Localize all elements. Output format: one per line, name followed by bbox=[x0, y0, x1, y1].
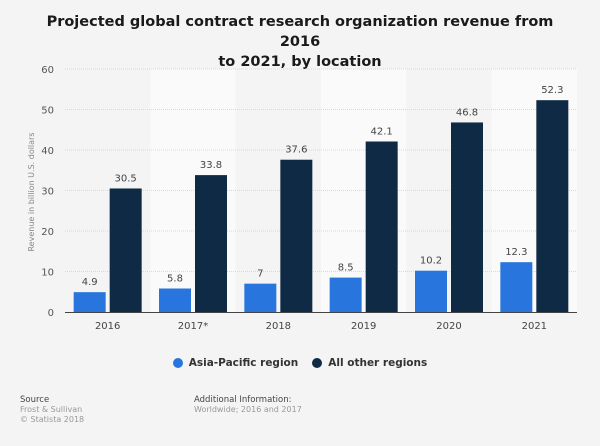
data-label: 8.5 bbox=[338, 263, 354, 274]
gridlines bbox=[65, 68, 577, 272]
bar[interactable] bbox=[244, 283, 277, 312]
bar-chart: 0 10 20 30 40 50 60 Revenue in billion U.S. do… bbox=[27, 65, 577, 332]
bar[interactable] bbox=[500, 262, 533, 312]
source-block: Source Frost & Sullivan © Statista 2018 bbox=[20, 395, 84, 425]
legend-item-all-other[interactable]: All other regions bbox=[312, 357, 427, 369]
x-tick-label: 2021 bbox=[522, 321, 547, 332]
additional-info-block: Additional Information: Worldwide; 2016 … bbox=[194, 395, 302, 415]
data-label: 7 bbox=[257, 269, 263, 280]
legend-marker-all-other bbox=[312, 358, 323, 368]
x-tick-label: 2019 bbox=[351, 321, 376, 332]
additional-info-text: Worldwide; 2016 and 2017 bbox=[194, 405, 302, 414]
data-label: 33.8 bbox=[200, 160, 222, 171]
bar[interactable] bbox=[536, 100, 569, 312]
data-label: 52.3 bbox=[541, 85, 563, 96]
data-label: 37.6 bbox=[285, 145, 307, 156]
y-axis-ticks: 0 10 20 30 40 50 60 bbox=[41, 65, 54, 319]
data-label: 46.8 bbox=[456, 107, 478, 118]
legend: Asia-Pacific region All other regions bbox=[0, 357, 600, 369]
y-tick-label: 40 bbox=[41, 146, 54, 157]
bar[interactable] bbox=[451, 122, 483, 313]
data-labels: 4.9 30.5 5.8 33.8 7 37.6 8.5 42.1 10.2 46.8 12.3 52… bbox=[82, 85, 564, 288]
x-tick-label: 2017* bbox=[178, 321, 208, 332]
y-tick-label: 50 bbox=[41, 106, 54, 117]
bars bbox=[73, 100, 569, 313]
source-heading: Source bbox=[20, 395, 50, 405]
bar[interactable] bbox=[109, 188, 142, 312]
chart-title-line-1: Projected global contract research organ… bbox=[46, 14, 554, 50]
bar[interactable] bbox=[73, 292, 106, 312]
data-label: 4.9 bbox=[82, 277, 98, 288]
data-label: 10.2 bbox=[420, 256, 442, 267]
source-line[interactable]: Frost & Sullivan bbox=[20, 405, 83, 414]
bar[interactable] bbox=[365, 141, 398, 312]
y-tick-label: 60 bbox=[41, 65, 54, 76]
legend-label: Asia-Pacific region bbox=[188, 357, 299, 369]
x-tick-label: 2016 bbox=[95, 321, 120, 332]
chart-title: Projected global contract research organ… bbox=[30, 12, 570, 72]
bar[interactable] bbox=[280, 159, 313, 312]
bar[interactable] bbox=[329, 277, 362, 312]
data-label: 12.3 bbox=[505, 247, 527, 258]
data-label: 42.1 bbox=[371, 126, 393, 137]
y-tick-label: 20 bbox=[41, 227, 54, 238]
y-axis-label: Revenue in billion U.S. dollars bbox=[27, 132, 36, 251]
additional-info-heading: Additional Information: bbox=[194, 395, 292, 405]
x-axis-ticks: 2016 2017* 2018 2019 2020 2021 bbox=[95, 321, 547, 332]
data-label: 5.8 bbox=[167, 274, 183, 285]
data-label: 30.5 bbox=[115, 173, 137, 184]
legend-marker-asia-pacific bbox=[172, 358, 183, 368]
x-tick-label: 2020 bbox=[436, 321, 461, 332]
copyright-line: © Statista 2018 bbox=[20, 415, 85, 424]
legend-label: All other regions bbox=[328, 357, 428, 369]
bar[interactable] bbox=[415, 270, 447, 312]
chart-title-line-2: to 2021, by location bbox=[218, 54, 382, 70]
y-tick-label: 0 bbox=[48, 308, 54, 319]
bar[interactable] bbox=[195, 175, 227, 312]
y-tick-label: 10 bbox=[41, 268, 54, 279]
x-tick-label: 2018 bbox=[266, 321, 291, 332]
y-tick-label: 30 bbox=[41, 187, 54, 198]
bar[interactable] bbox=[159, 288, 191, 312]
legend-item-asia-pacific[interactable]: Asia-Pacific region bbox=[172, 357, 299, 369]
